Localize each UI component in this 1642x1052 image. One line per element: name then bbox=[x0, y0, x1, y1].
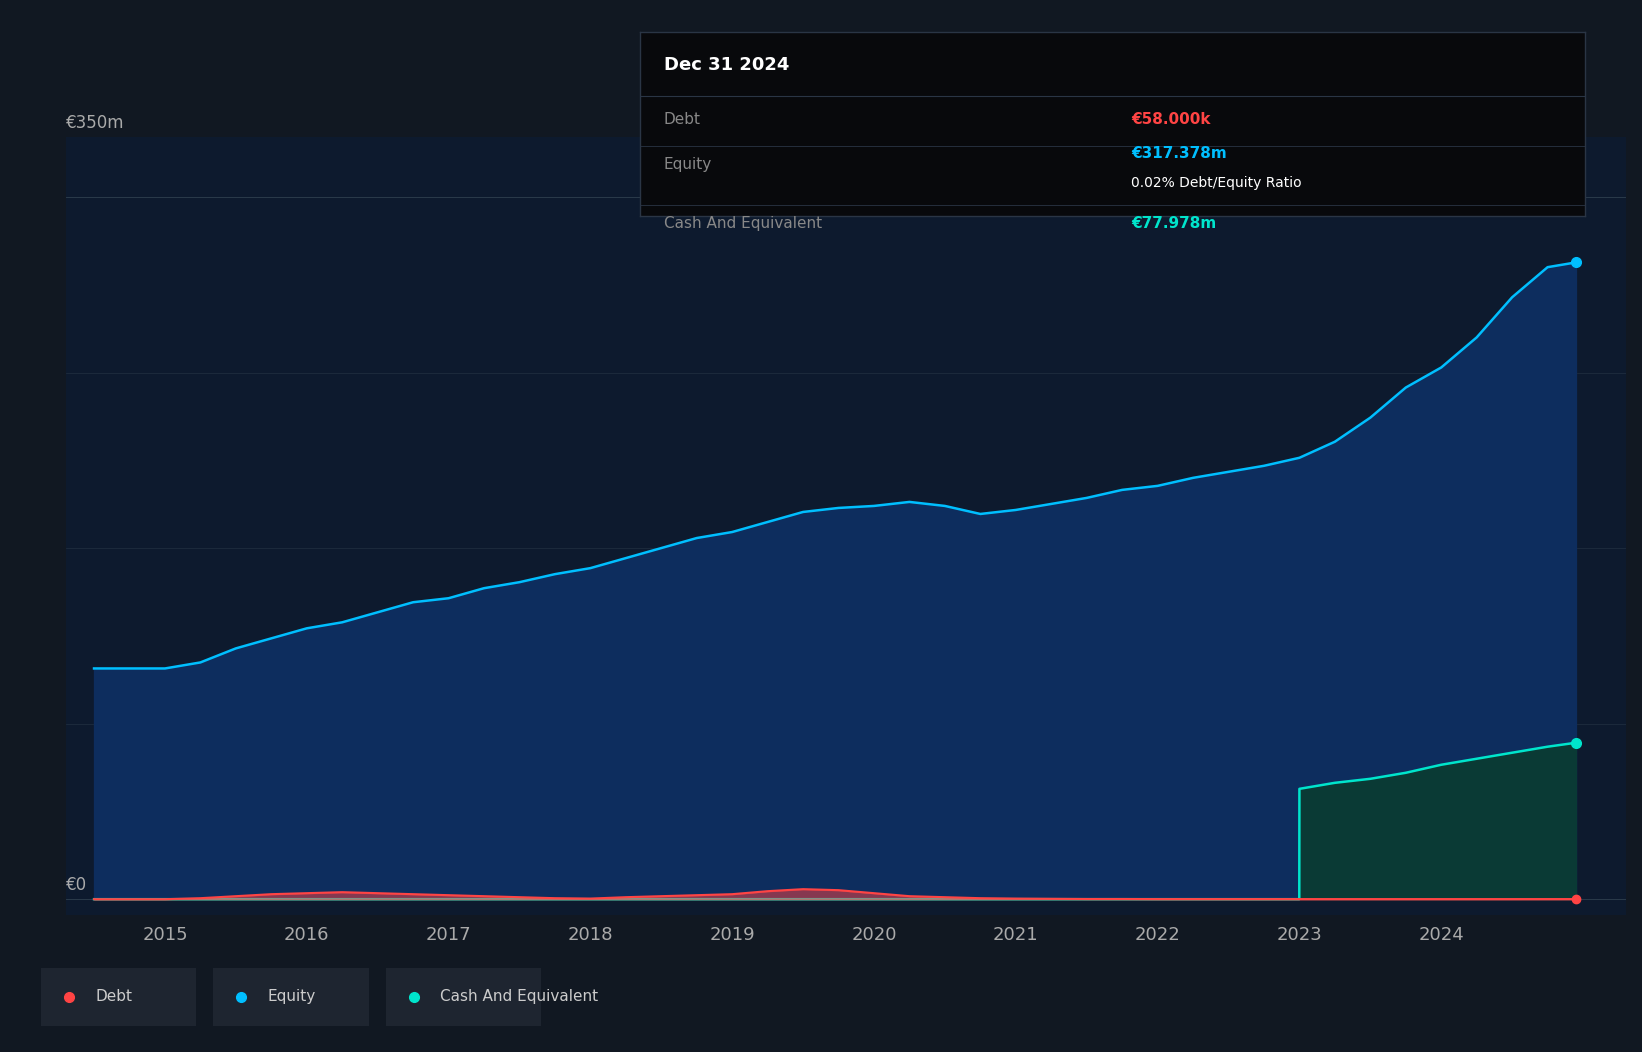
Text: Debt: Debt bbox=[663, 113, 701, 127]
Text: Debt: Debt bbox=[95, 989, 133, 1005]
Text: Equity: Equity bbox=[663, 157, 713, 171]
Text: €0: €0 bbox=[66, 876, 87, 894]
Text: €317.378m: €317.378m bbox=[1131, 145, 1227, 161]
Text: 0.02% Debt/Equity Ratio: 0.02% Debt/Equity Ratio bbox=[1131, 176, 1302, 189]
Text: €350m: €350m bbox=[66, 114, 125, 132]
Text: €77.978m: €77.978m bbox=[1131, 216, 1217, 230]
Text: Equity: Equity bbox=[268, 989, 315, 1005]
Text: Dec 31 2024: Dec 31 2024 bbox=[663, 56, 790, 74]
Text: Cash And Equivalent: Cash And Equivalent bbox=[663, 216, 823, 230]
Text: €58.000k: €58.000k bbox=[1131, 113, 1210, 127]
Text: Cash And Equivalent: Cash And Equivalent bbox=[440, 989, 598, 1005]
